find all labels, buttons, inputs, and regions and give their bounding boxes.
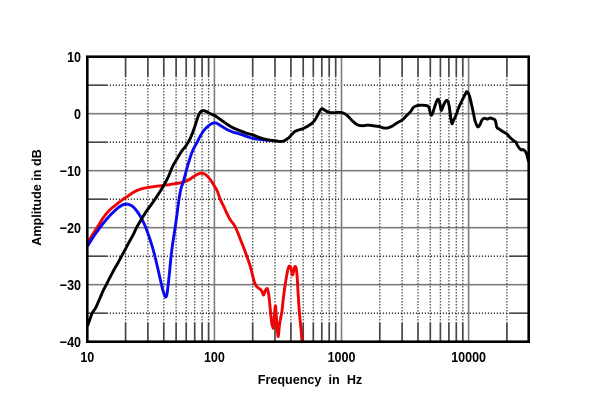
svg-text:Amplitude in dB: Amplitude in dB (30, 149, 44, 246)
svg-text:−20: −20 (60, 220, 81, 236)
svg-text:−40: −40 (60, 334, 81, 350)
svg-text:10000: 10000 (451, 349, 486, 365)
svg-text:100: 100 (204, 349, 225, 365)
svg-text:0: 0 (74, 106, 81, 122)
svg-text:1000: 1000 (328, 349, 356, 365)
svg-text:10: 10 (67, 49, 81, 65)
svg-text:−10: −10 (60, 163, 81, 179)
svg-text:Frequency in Hz: Frequency in Hz (258, 373, 362, 387)
svg-text:−30: −30 (60, 277, 81, 293)
svg-text:10: 10 (80, 349, 94, 365)
